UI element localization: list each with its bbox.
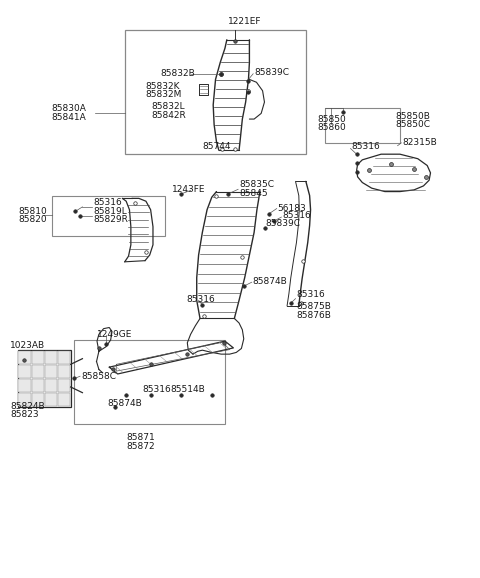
- Text: 85839C: 85839C: [266, 220, 301, 228]
- Text: 85839C: 85839C: [254, 68, 289, 77]
- Text: 85832M: 85832M: [145, 90, 181, 99]
- Text: 85858C: 85858C: [81, 372, 116, 381]
- Bar: [58, 351, 70, 364]
- Text: 1243FE: 1243FE: [172, 185, 205, 194]
- Bar: [324, 108, 400, 143]
- Text: 85875B: 85875B: [297, 302, 331, 311]
- FancyBboxPatch shape: [18, 350, 71, 407]
- Text: 85842R: 85842R: [152, 110, 186, 120]
- Bar: [58, 365, 70, 378]
- Text: 85832L: 85832L: [152, 102, 185, 111]
- Text: 1023AB: 1023AB: [11, 341, 46, 350]
- Text: 85316: 85316: [186, 295, 215, 303]
- Text: 85841A: 85841A: [52, 113, 86, 122]
- Text: 85872: 85872: [126, 442, 155, 451]
- Text: 85874B: 85874B: [108, 399, 142, 409]
- Text: 85744: 85744: [203, 142, 231, 151]
- Text: 85829R: 85829R: [93, 216, 128, 224]
- Bar: [18, 351, 31, 364]
- Text: 85823: 85823: [11, 410, 39, 419]
- Text: 1221EF: 1221EF: [228, 17, 262, 25]
- Text: 85860: 85860: [318, 123, 347, 132]
- Bar: [45, 379, 57, 392]
- Text: 85316: 85316: [93, 198, 122, 208]
- Text: 85316: 85316: [297, 290, 325, 299]
- Bar: [18, 379, 31, 392]
- Bar: [125, 29, 306, 154]
- Bar: [58, 379, 70, 392]
- Text: 56183: 56183: [277, 204, 306, 213]
- Bar: [45, 393, 57, 406]
- Bar: [18, 393, 31, 406]
- Text: 82315B: 82315B: [402, 138, 437, 147]
- Bar: [32, 379, 44, 392]
- Bar: [18, 365, 31, 378]
- Text: 85316: 85316: [351, 142, 380, 151]
- Text: 85832B: 85832B: [160, 69, 195, 78]
- Text: 1249GE: 1249GE: [96, 330, 132, 339]
- Bar: [32, 393, 44, 406]
- Text: 85876B: 85876B: [297, 310, 331, 320]
- Text: 85850C: 85850C: [395, 120, 430, 129]
- Text: 85832K: 85832K: [145, 81, 180, 91]
- Text: 85824B: 85824B: [11, 402, 45, 411]
- Text: 85810: 85810: [18, 207, 47, 216]
- Text: 85316: 85316: [142, 386, 171, 394]
- Text: 85819L: 85819L: [93, 207, 127, 216]
- Text: 85871: 85871: [126, 433, 155, 442]
- Text: 85835C: 85835C: [239, 180, 274, 189]
- Bar: [52, 195, 165, 236]
- Bar: [45, 351, 57, 364]
- Text: 85874B: 85874B: [252, 277, 288, 286]
- Bar: [58, 393, 70, 406]
- Bar: [45, 365, 57, 378]
- Text: 85316: 85316: [282, 211, 311, 220]
- Text: 85820: 85820: [18, 216, 47, 224]
- Bar: [32, 365, 44, 378]
- Text: 85845: 85845: [239, 189, 268, 198]
- Text: 85850: 85850: [318, 114, 347, 124]
- Text: 85830A: 85830A: [52, 105, 87, 113]
- Bar: [32, 351, 44, 364]
- Bar: [74, 340, 225, 424]
- Text: 85514B: 85514B: [170, 386, 205, 394]
- Text: 85850B: 85850B: [395, 112, 430, 121]
